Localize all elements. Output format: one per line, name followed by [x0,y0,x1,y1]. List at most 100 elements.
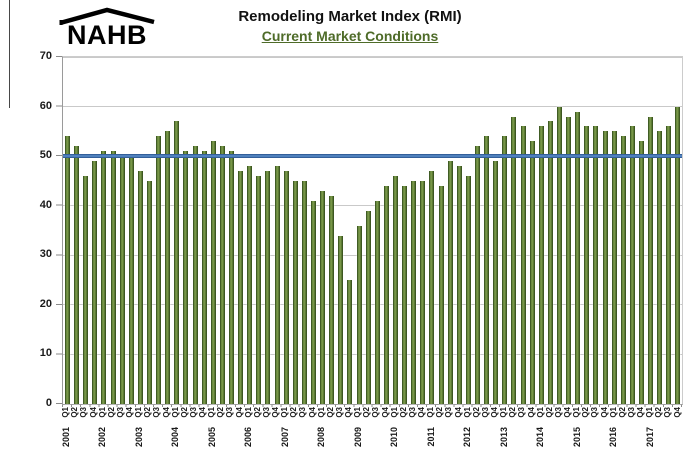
bar-2010-Q3 [411,180,417,404]
bar-2016-Q2 [620,136,626,404]
bar-2006-Q1 [247,166,253,404]
bar-slot [127,57,136,404]
x-quarter-label: Q3 [298,407,308,418]
x-quarter-slot: Q3 [517,407,527,418]
x-year-slot: 2007 [280,427,291,447]
x-quarter-slot: Q3 [298,407,308,418]
bar-slot [236,57,245,404]
x-year-label: 2008 [316,427,327,448]
x-year-slot: 2015 [572,427,583,447]
bar-slot [646,57,655,404]
gridline-70 [63,56,682,58]
bar-slot [591,57,600,404]
x-axis-ticks [62,404,682,407]
bar-2009-Q1 [356,225,362,404]
bar-slot [564,57,573,404]
bar-slot [227,57,236,404]
bar-2005-Q3 [229,151,235,404]
bar-2009-Q3 [374,200,380,404]
logo-text: NAHB [67,20,147,50]
x-quarter-label: Q4 [453,407,463,418]
bar-slot [600,57,609,404]
bar-2017-Q3 [666,126,672,404]
bar-slot [673,57,682,404]
bar-2016-Q4 [638,141,644,404]
bar-2003-Q3 [156,136,162,404]
bar-slot [309,57,318,404]
bar-2004-Q4 [201,151,207,404]
bar-slot [491,57,500,404]
x-quarter-slot: Q3 [663,407,673,418]
bar-slot [145,57,154,404]
bar-2012-Q1 [465,176,471,404]
bar-slot [518,57,527,404]
x-quarter-slot: Q3 [225,407,235,418]
bar-2008-Q4 [347,280,353,404]
bar-2015-Q4 [602,131,608,404]
bar-slot [254,57,263,404]
bar-slot [619,57,628,404]
bar-slot [136,57,145,404]
bar-2008-Q3 [338,235,344,404]
x-year-label: 2013 [498,427,509,448]
bar-slot [63,57,72,404]
bar-2012-Q4 [493,161,499,404]
y-axis-label-40: 40 [39,198,52,211]
x-year-label: 2004 [170,427,181,448]
bar-2001-Q1 [65,136,71,404]
bar-slot [200,57,209,404]
x-quarter-label: Q4 [88,407,98,418]
bar-slot [209,57,218,404]
y-axis-label-50: 50 [39,149,52,162]
bar-slot [473,57,482,404]
x-year-slot: 2009 [353,427,364,447]
bar-2010-Q4 [420,180,426,404]
bar-slot [582,57,591,404]
x-quarter-slot: Q3 [444,407,454,418]
bar-2017-Q4 [675,106,681,404]
bar-2008-Q1 [320,190,326,404]
x-quarter-label: Q3 [517,407,527,418]
bar-2011-Q2 [438,185,444,404]
bar-slot [446,57,455,404]
bar-slot [655,57,664,404]
bar-2007-Q3 [301,180,307,404]
x-quarter-label: Q3 [444,407,454,418]
bar-2002-Q2 [110,151,116,404]
bar-slot [291,57,300,404]
bar-2002-Q4 [128,156,134,404]
screenshot-edge-line [9,0,10,108]
y-axis-label-10: 10 [39,347,52,360]
bar-slot [537,57,546,404]
gridline-10 [63,353,682,355]
x-quarter-label: Q3 [225,407,235,418]
x-year-slot: 2002 [97,427,108,447]
chart-title: Remodeling Market Index (RMI) [238,8,462,25]
bar-slot [400,57,409,404]
bar-2016-Q3 [629,126,635,404]
bar-2007-Q1 [283,171,289,404]
x-year-slot: 2016 [608,427,619,447]
bar-slot [99,57,108,404]
bar-2013-Q1 [502,136,508,404]
bar-2015-Q2 [584,126,590,404]
bar-slot [245,57,254,404]
bar-slot [181,57,190,404]
bar-2017-Q2 [657,131,663,404]
bar-2014-Q3 [556,106,562,404]
x-year-slot: 2017 [645,427,656,447]
x-year-slot: 2013 [498,427,510,448]
x-year-label: 2012 [462,427,473,448]
bar-slot [163,57,172,404]
bar-slot [90,57,99,404]
nahb-logo: NAHB [55,6,159,49]
bar-slot [464,57,473,404]
bar-2006-Q3 [265,171,271,404]
y-axis-label-70: 70 [39,50,52,62]
x-year-label: 2003 [133,427,144,448]
bar-2006-Q2 [256,176,262,404]
bar-2013-Q2 [511,116,517,404]
x-year-slot: 2008 [316,427,327,448]
x-quarter-label: Q4 [526,407,536,418]
y-axis-label-30: 30 [39,248,52,261]
